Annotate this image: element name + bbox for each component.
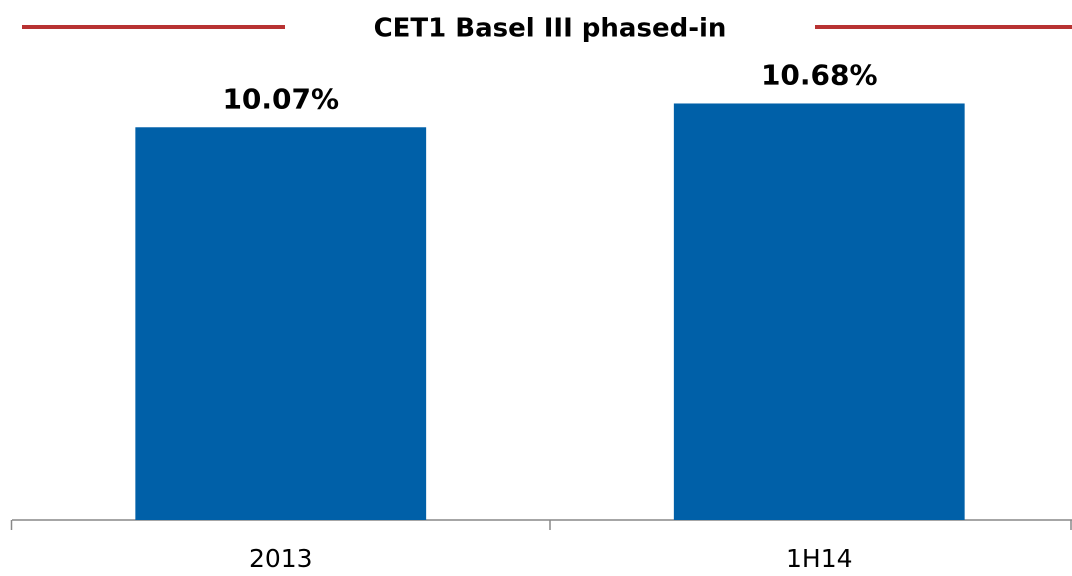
chart-title: CET1 Basel III phased-in [374, 14, 727, 44]
x-tick-label: 1H14 [786, 544, 853, 573]
bar [135, 127, 427, 521]
value-label: 10.68% [761, 58, 878, 91]
value-label: 10.07% [222, 82, 339, 115]
bar [673, 103, 965, 520]
x-tick-label: 2013 [249, 544, 313, 573]
